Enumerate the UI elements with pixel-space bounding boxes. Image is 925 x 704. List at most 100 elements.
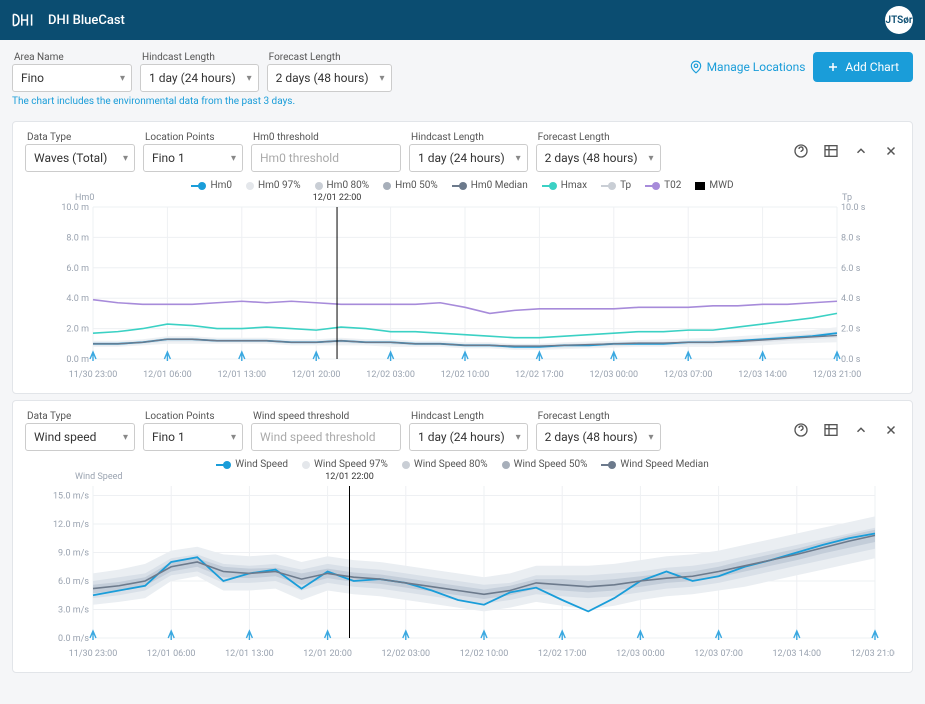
svg-text:15.0 m/s: 15.0 m/s: [53, 492, 89, 502]
datatype-select[interactable]: Wind speed: [25, 423, 135, 451]
collapse-icon[interactable]: [852, 142, 870, 160]
legend-item: Wind Speed Median: [601, 459, 708, 470]
svg-text:12/01 06:00: 12/01 06:00: [143, 370, 192, 380]
svg-text:12/03 14:00: 12/03 14:00: [738, 370, 787, 380]
svg-text:2.0 s: 2.0 s: [841, 325, 861, 335]
legend: Wind SpeedWind Speed 97%Wind Speed 80%Wi…: [25, 459, 900, 470]
area-label: Area Name: [12, 52, 132, 63]
svg-text:12/03 14:00: 12/03 14:00: [773, 649, 822, 659]
location-icon: [689, 60, 703, 74]
close-icon[interactable]: [882, 142, 900, 160]
threshold-label: Wind speed threshold: [251, 411, 401, 422]
panel-hindcast-select[interactable]: 1 day (24 hours): [409, 144, 528, 172]
svg-text:8.0 m: 8.0 m: [66, 233, 89, 243]
avatar[interactable]: JTSør: [885, 6, 913, 34]
location-select[interactable]: Fino 1: [143, 423, 243, 451]
svg-text:6.0 m/s: 6.0 m/s: [58, 577, 89, 587]
panel-hindcast-select[interactable]: 1 day (24 hours): [409, 423, 528, 451]
panel-forecast-label: Forecast Length: [536, 411, 661, 422]
hindcast-select-group: Hindcast Length 1 day (24 hours): [140, 52, 259, 92]
svg-text:11/30 23:00: 11/30 23:00: [69, 649, 118, 659]
svg-text:12/03 07:00: 12/03 07:00: [664, 370, 713, 380]
svg-text:12/02 17:00: 12/02 17:00: [538, 649, 587, 659]
threshold-input[interactable]: Wind speed threshold: [251, 423, 401, 451]
app-header: DHI BlueCast JTSør: [0, 0, 925, 40]
area-select-group: Area Name Fino: [12, 52, 132, 92]
collapse-icon[interactable]: [852, 421, 870, 439]
table-icon[interactable]: [822, 421, 840, 439]
close-icon[interactable]: [882, 421, 900, 439]
help-icon[interactable]: [792, 142, 810, 160]
add-chart-button[interactable]: Add Chart: [813, 52, 913, 82]
svg-text:4.0 m: 4.0 m: [66, 294, 89, 304]
dhi-logo: [12, 10, 40, 30]
svg-text:0.0 m: 0.0 m: [66, 355, 89, 365]
datatype-select[interactable]: Waves (Total): [25, 144, 135, 172]
manage-locations-label: Manage Locations: [707, 60, 806, 74]
svg-text:12/01 13:00: 12/01 13:00: [218, 370, 267, 380]
svg-text:12/03 00:00: 12/03 00:00: [590, 370, 639, 380]
hindcast-label: Hindcast Length: [140, 52, 259, 63]
threshold-label: Hm0 threshold: [251, 132, 401, 143]
manage-locations-link[interactable]: Manage Locations: [689, 60, 806, 74]
svg-text:12/01 20:00: 12/01 20:00: [303, 649, 352, 659]
chart-panel: Data TypeWaves (Total)Location PointsFin…: [12, 121, 913, 394]
chart-panel: Data TypeWind speedLocation PointsFino 1…: [12, 400, 913, 673]
svg-text:10.0 m: 10.0 m: [61, 203, 89, 213]
y-axis-title-left: Hm0: [75, 193, 94, 203]
table-icon[interactable]: [822, 142, 840, 160]
svg-text:9.0 m/s: 9.0 m/s: [58, 549, 89, 559]
svg-text:12/03 07:00: 12/03 07:00: [694, 649, 743, 659]
location-select[interactable]: Fino 1: [143, 144, 243, 172]
svg-text:10.0 s: 10.0 s: [841, 203, 866, 213]
logo-area: DHI BlueCast: [12, 10, 125, 30]
svg-text:4.0 s: 4.0 s: [841, 294, 861, 304]
svg-text:12/02 10:00: 12/02 10:00: [441, 370, 490, 380]
legend: Hm0Hm0 97%Hm0 80%Hm0 50%Hm0 MedianHmaxTp…: [25, 180, 900, 191]
y-axis-title-left: Wind Speed: [75, 472, 122, 482]
hindcast-select[interactable]: 1 day (24 hours): [140, 64, 259, 92]
add-chart-label: Add Chart: [845, 60, 899, 74]
panel-hindcast-label: Hindcast Length: [409, 411, 528, 422]
datatype-label: Data Type: [25, 132, 135, 143]
svg-text:12/01 20:00: 12/01 20:00: [292, 370, 341, 380]
panel-forecast-select[interactable]: 2 days (48 hours): [536, 144, 661, 172]
legend-item: Hm0 80%: [315, 180, 370, 191]
cursor-label: 12/01 22:00: [313, 193, 362, 203]
svg-text:12/01 13:00: 12/01 13:00: [225, 649, 274, 659]
svg-text:6.0 s: 6.0 s: [841, 264, 861, 274]
legend-item: Hmax: [542, 180, 587, 191]
forecast-select[interactable]: 2 days (48 hours): [267, 64, 392, 92]
legend-item: Tp: [601, 180, 631, 191]
svg-text:6.0 m: 6.0 m: [66, 264, 89, 274]
legend-item: Hm0 97%: [246, 180, 301, 191]
legend-item: Wind Speed 80%: [402, 459, 488, 470]
svg-text:3.0 m/s: 3.0 m/s: [58, 606, 89, 616]
hint-text: The chart includes the environmental dat…: [0, 96, 925, 115]
svg-text:2.0 m: 2.0 m: [66, 325, 89, 335]
area-select[interactable]: Fino: [12, 64, 132, 92]
svg-text:11/30 23:00: 11/30 23:00: [69, 370, 118, 380]
app-title: DHI BlueCast: [48, 13, 125, 28]
legend-item: T02: [645, 180, 681, 191]
panel-forecast-select[interactable]: 2 days (48 hours): [536, 423, 661, 451]
legend-item: MWD: [695, 180, 733, 191]
help-icon[interactable]: [792, 421, 810, 439]
legend-item: Wind Speed: [216, 459, 288, 470]
svg-text:0.0 m/s: 0.0 m/s: [58, 634, 89, 644]
svg-text:12/02 10:00: 12/02 10:00: [460, 649, 509, 659]
legend-item: Hm0 50%: [383, 180, 438, 191]
legend-item: Wind Speed 50%: [502, 459, 588, 470]
threshold-input[interactable]: Hm0 threshold: [251, 144, 401, 172]
legend-item: Hm0: [191, 180, 232, 191]
chart-area: Hm0Tp12/01 22:000.0 m0.0 s2.0 m2.0 s4.0 …: [25, 193, 900, 383]
svg-text:12.0 m/s: 12.0 m/s: [53, 520, 89, 530]
global-toolbar: Area Name Fino Hindcast Length 1 day (24…: [0, 40, 925, 96]
chart-area: Wind Speed 12/01 22:00 0.0 m/s 3.0 m/s 6.0 m…: [25, 472, 900, 662]
cursor-label: 12/01 22:00: [325, 472, 374, 482]
svg-text:12/02 03:00: 12/02 03:00: [382, 649, 431, 659]
panel-forecast-label: Forecast Length: [536, 132, 661, 143]
panel-hindcast-label: Hindcast Length: [409, 132, 528, 143]
forecast-select-group: Forecast Length 2 days (48 hours): [267, 52, 392, 92]
forecast-label: Forecast Length: [267, 52, 392, 63]
